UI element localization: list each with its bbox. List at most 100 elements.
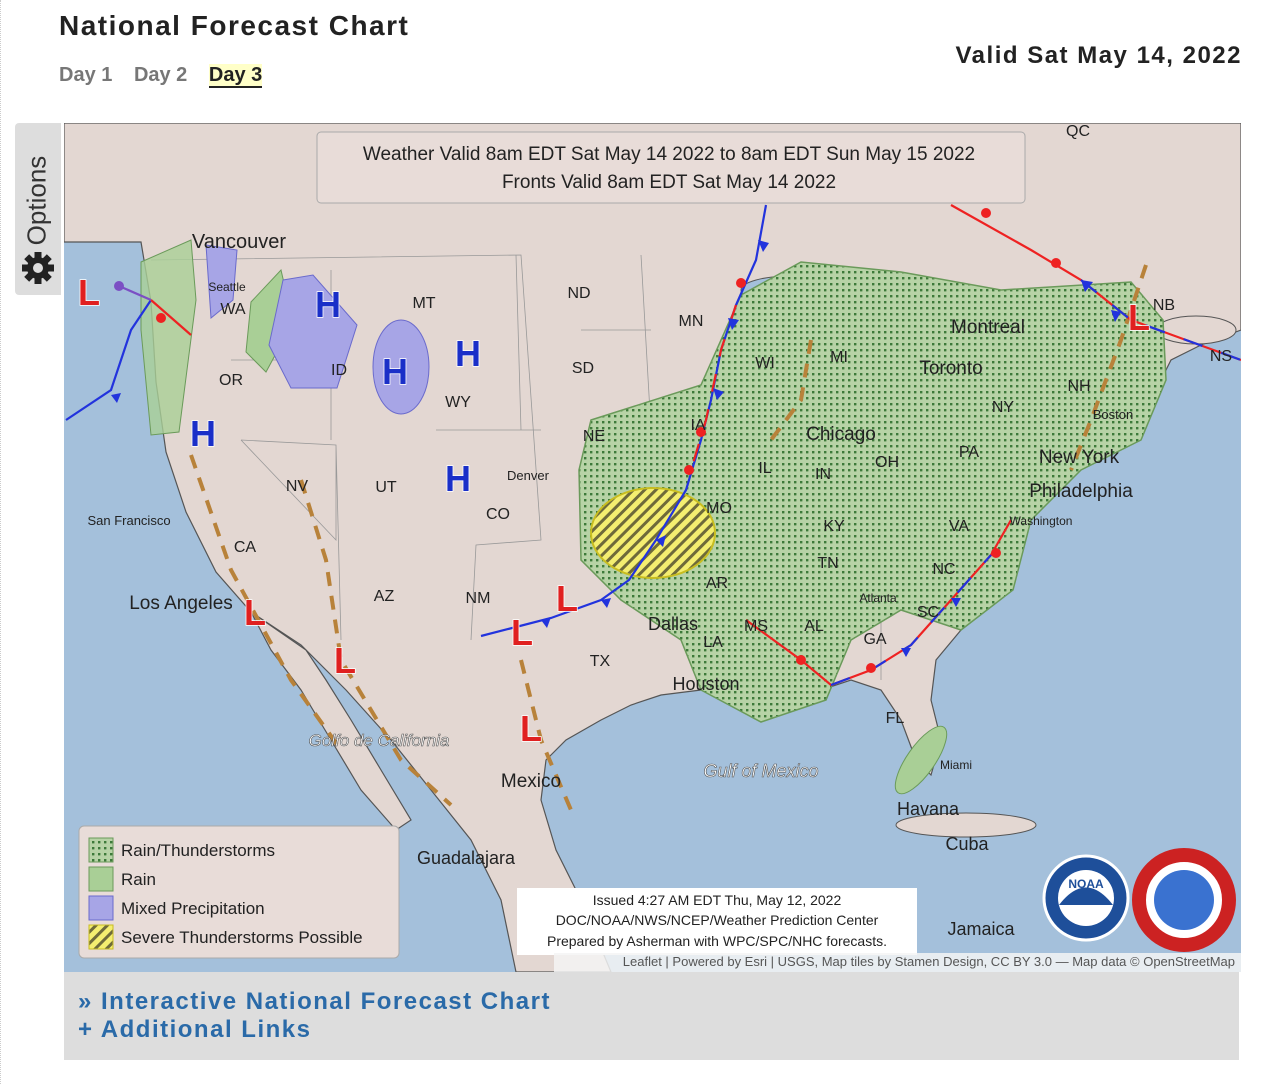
place-label: OR [219, 372, 243, 389]
place-label: SC [917, 604, 939, 621]
place-label: IA [690, 417, 705, 434]
info-line: Weather Valid 8am EDT Sat May 14 2022 to… [363, 144, 975, 165]
logos: NOAA [1042, 848, 1236, 952]
place-label: NH [1067, 378, 1090, 395]
place-label: Houston [672, 674, 739, 694]
weather-layer [65, 204, 1241, 811]
place-label: AZ [374, 588, 395, 605]
place-label: Gulf of Mexico [703, 761, 818, 781]
rain-thunderstorm-area [578, 261, 1167, 723]
issued-box: Issued 4:27 AM EDT Thu, May 12, 2022 DOC… [517, 888, 917, 955]
issued-bg [517, 888, 917, 955]
pressure-center: L [556, 578, 578, 619]
place-label: CO [486, 506, 510, 523]
place-label: MO [706, 500, 732, 517]
pressure-center: L [520, 708, 542, 749]
legend-swatch [88, 895, 114, 921]
place-label: AR [706, 575, 728, 592]
tab[interactable]: Day 3 [208, 64, 263, 88]
place-label: SD [572, 360, 594, 377]
place-label: LA [703, 634, 723, 651]
place-label: NV [286, 478, 309, 495]
place-label: Philadelphia [1029, 481, 1133, 502]
place-label: WY [445, 394, 471, 411]
pressure-center: L [1128, 297, 1150, 338]
place-label: MI [830, 349, 848, 366]
place-label: Montreal [951, 317, 1025, 338]
place-label: IL [758, 460, 771, 477]
legend-swatch [88, 924, 114, 950]
place-label: Chicago [806, 424, 876, 445]
pressure-center: H [190, 413, 216, 454]
place-label: Washington [1010, 514, 1073, 528]
legend-label: Mixed Precipitation [121, 899, 265, 918]
place-label: AL [804, 618, 824, 635]
pressure-center: L [244, 592, 266, 633]
place-label: QC [1066, 123, 1090, 140]
place-label: New York [1039, 447, 1120, 468]
attribution[interactable]: Leaflet | Powered by Esri | USGS, Map ti… [623, 954, 1235, 969]
place-label: Boston [1093, 407, 1133, 422]
info-line: Fronts Valid 8am EDT Sat May 14 2022 [502, 172, 836, 193]
place-label: KY [823, 518, 845, 535]
severe-area [590, 487, 716, 579]
place-label: Atlanta [859, 591, 897, 605]
valid-date: Valid Sat May 14, 2022 [955, 42, 1242, 69]
place-label: MS [744, 618, 768, 635]
pressure-center: L [78, 272, 100, 313]
place-label: WA [220, 301, 246, 318]
place-label: NY [992, 399, 1015, 416]
place-label: NS [1210, 348, 1232, 365]
mixed-precip-area [205, 244, 238, 320]
place-label: Cuba [945, 834, 989, 854]
place-label: VA [949, 518, 969, 535]
place-label: IN [815, 466, 831, 483]
pressure-center: H [455, 333, 481, 374]
place-label: TN [817, 555, 838, 572]
links-bar: » Interactive National Forecast Chart + … [64, 972, 1239, 1060]
rain-area [140, 239, 197, 436]
mixed-precip-area [372, 319, 430, 415]
noaa-bird [1059, 887, 1113, 905]
place-label: Guadalajara [417, 848, 516, 868]
place-label: Toronto [919, 358, 982, 379]
legend-label: Severe Thunderstorms Possible [121, 928, 363, 947]
pressure-center: H [382, 351, 408, 392]
baja [250, 611, 412, 831]
legend-bg [78, 825, 400, 959]
issued-line: DOC/NOAA/NWS/NCEP/Weather Prediction Cen… [556, 912, 879, 928]
place-label: MT [412, 295, 435, 312]
place-label: Golfo de California [309, 731, 450, 750]
rain-area [894, 725, 948, 795]
place-label: NM [466, 590, 491, 607]
place-label: GA [863, 631, 886, 648]
day-tabs: Day 1 Day 2 Day 3 [59, 64, 278, 88]
link[interactable]: » Interactive National Forecast Chart [78, 988, 551, 1015]
place-label: Mexico [501, 771, 561, 792]
place-label: ND [567, 285, 590, 302]
link[interactable]: + Additional Links [78, 1016, 312, 1043]
attribution-bg [554, 953, 1241, 972]
info-box: Weather Valid 8am EDT Sat May 14 2022 to… [316, 131, 1026, 204]
legend-swatch [88, 837, 114, 863]
place-label: Vancouver [192, 231, 286, 253]
tab[interactable]: Day 2 [133, 64, 188, 86]
title: National Forecast Chart [59, 10, 410, 41]
place-label: NE [583, 428, 605, 445]
nws-logo-inner [1154, 870, 1214, 930]
options-label[interactable]: Options [21, 155, 52, 246]
tab[interactable]: Day 1 [59, 64, 113, 86]
place-labels: Vancouver Seattle WA OR MT ID WY ND SD MN NE NV UT CO… [87, 123, 1232, 939]
place-label: UT [375, 479, 397, 496]
place-label: ID [331, 362, 347, 379]
place-label: San Francisco [87, 513, 170, 528]
place-label: Havana [897, 799, 960, 819]
options-tab[interactable]: Options [15, 123, 61, 295]
place-label: CA [234, 539, 257, 556]
legend-swatch [88, 866, 114, 892]
place-label: FL [886, 710, 905, 727]
place-label: Miami [940, 758, 972, 772]
forecast-map: Weather Valid 8am EDT Sat May 14 2022 to… [64, 123, 1241, 972]
legend-label: Rain/Thunderstorms [121, 841, 275, 860]
